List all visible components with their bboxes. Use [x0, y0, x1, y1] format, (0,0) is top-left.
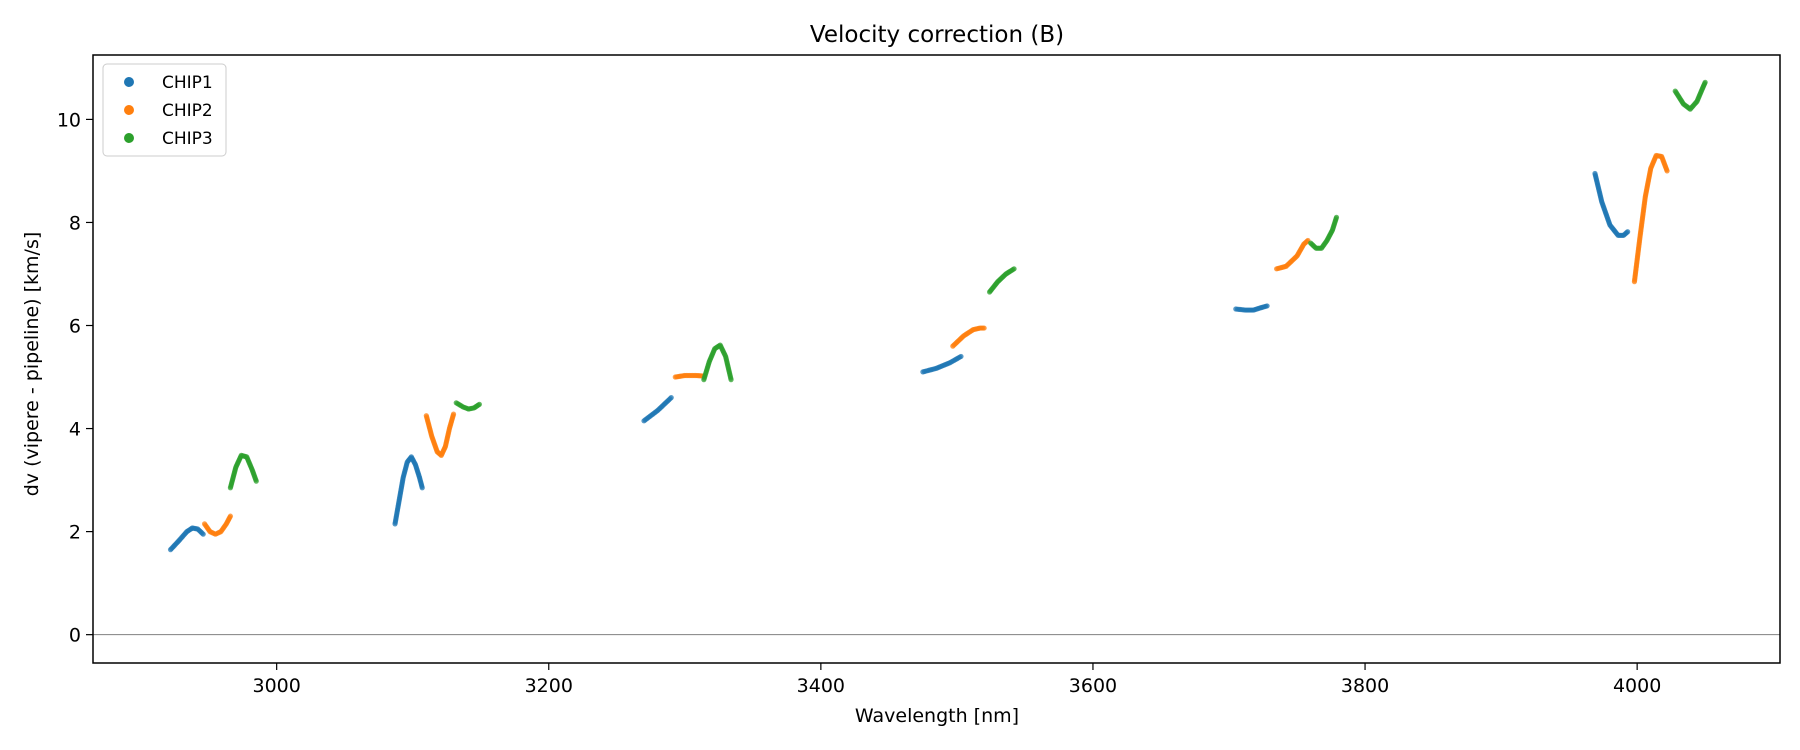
data-point	[200, 531, 206, 537]
x-tick-label: 3400	[797, 675, 845, 697]
series-chip1	[167, 170, 1631, 553]
plot-frame	[92, 54, 1781, 664]
y-tick-label: 6	[69, 316, 81, 338]
series-segment	[1631, 152, 1670, 285]
x-tick-label: 3000	[252, 675, 300, 697]
legend: CHIP1 CHIP2 CHIP3	[102, 63, 227, 157]
data-point	[476, 401, 482, 407]
data-point	[450, 411, 457, 417]
series-segment	[423, 411, 457, 458]
chart-title: Velocity correction (B)	[810, 22, 1064, 48]
data-point	[1664, 168, 1670, 174]
x-tick-label: 3800	[1341, 675, 1389, 697]
data-point	[958, 353, 964, 360]
legend-label-chip3: CHIP3	[162, 129, 213, 149]
data-point	[981, 325, 987, 331]
legend-label-chip2: CHIP2	[162, 101, 213, 121]
x-tick-label: 3200	[525, 675, 573, 697]
series-segment	[1592, 170, 1631, 238]
legend-label-chip1: CHIP1	[162, 73, 213, 93]
series-segment	[920, 353, 964, 375]
y-tick-label: 0	[69, 625, 81, 647]
legend-marker-chip3	[124, 133, 134, 143]
y-tick-label: 2	[69, 522, 81, 544]
series-segment	[227, 452, 259, 491]
y-tick-label: 10	[57, 109, 81, 131]
series-segment	[701, 342, 734, 383]
y-axis-label: dv (vipere - pipeline) [km/s]	[21, 232, 43, 497]
series-segment	[1308, 214, 1340, 251]
y-tick-label: 4	[69, 419, 81, 441]
axes-ticks: 3000 3200 3400 3600 3800 4000 0 2 4 6 8 10	[57, 109, 1662, 697]
series-segment	[201, 513, 234, 537]
x-tick-label: 4000	[1613, 675, 1661, 697]
x-tick-label: 3600	[1069, 675, 1117, 697]
series-segment	[641, 395, 674, 424]
legend-box	[102, 63, 227, 157]
series-segment	[986, 266, 1017, 295]
data-point	[227, 513, 234, 519]
data-point	[1625, 229, 1631, 235]
series-segment	[1274, 237, 1311, 272]
data-point	[1011, 266, 1017, 272]
data-point	[253, 478, 259, 484]
legend-marker-chip2	[124, 105, 134, 115]
legend-marker-chip1	[124, 77, 134, 87]
data-point	[728, 377, 734, 383]
data-point	[1264, 303, 1270, 309]
series-segment	[453, 400, 482, 412]
series-segment	[950, 325, 987, 349]
series-segment	[167, 525, 206, 553]
plot-area	[93, 79, 1780, 636]
y-tick-label: 8	[69, 212, 81, 234]
data-point	[419, 485, 425, 491]
data-point	[1333, 214, 1340, 220]
series-chip3	[227, 79, 1708, 491]
x-axis-label: Wavelength [nm]	[855, 705, 1019, 727]
series-segment	[1233, 303, 1270, 313]
data-point	[668, 395, 674, 401]
data-point	[1702, 79, 1708, 85]
series-segment	[1672, 79, 1708, 112]
series-segment	[392, 454, 425, 527]
series-segment	[672, 372, 707, 380]
